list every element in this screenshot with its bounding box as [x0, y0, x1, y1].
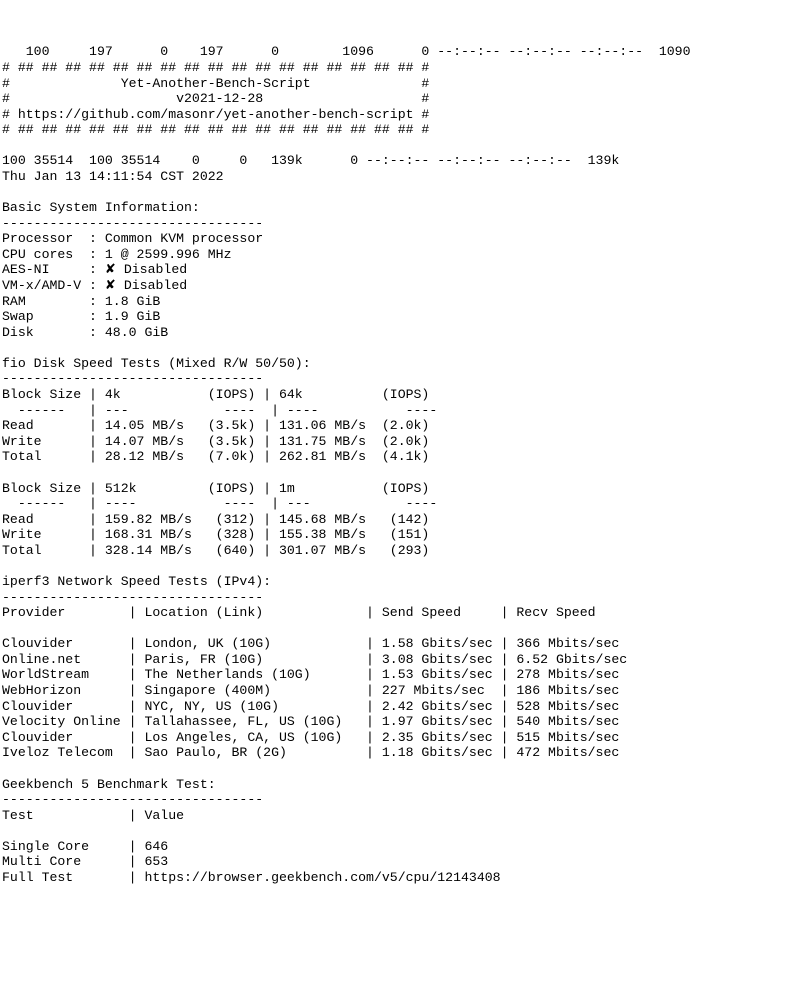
terminal-output: 100 197 0 197 0 1096 0 --:--:-- --:--:--… [0, 44, 786, 895]
